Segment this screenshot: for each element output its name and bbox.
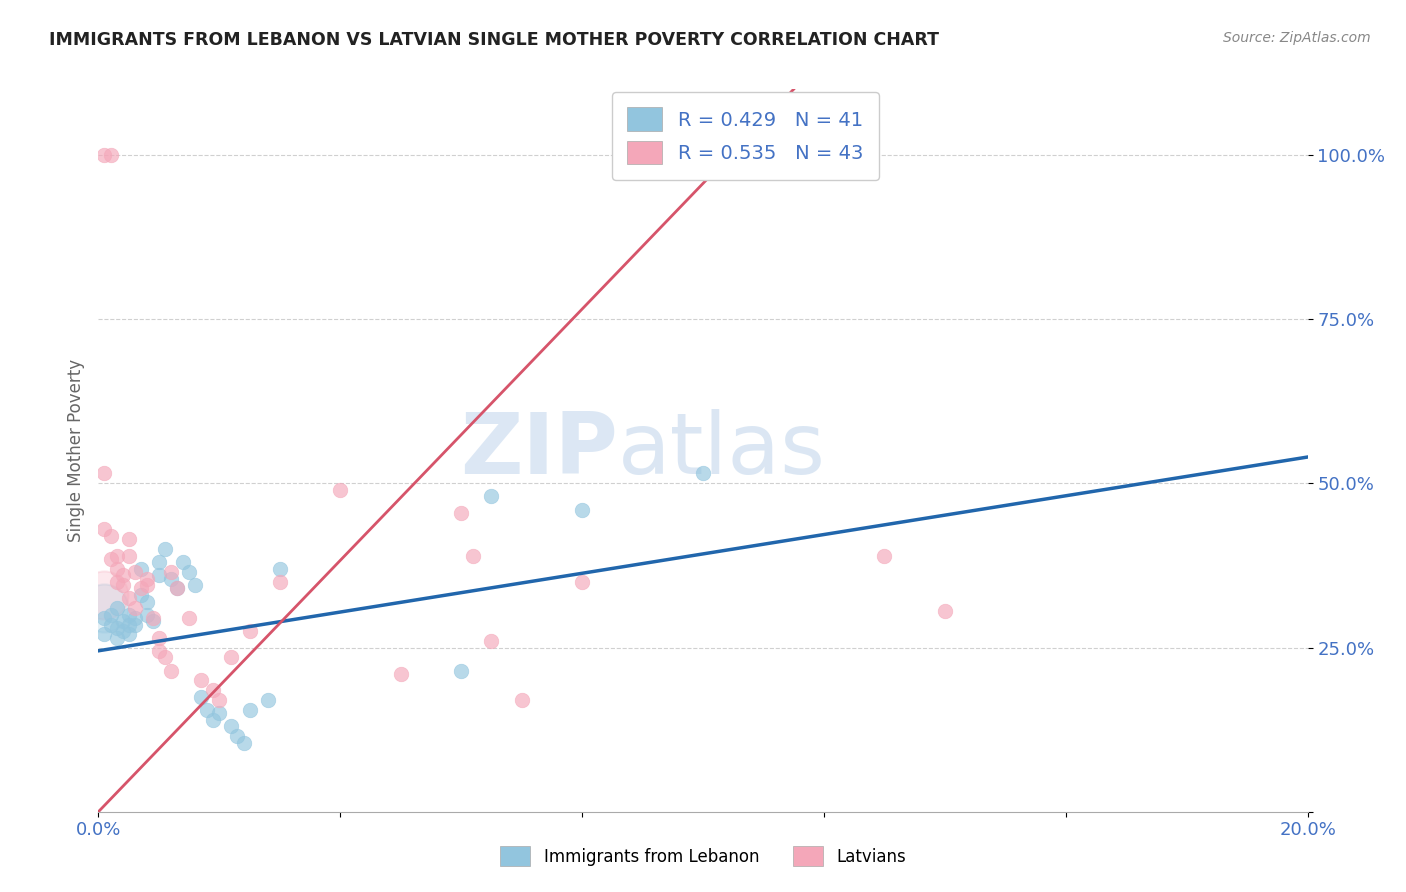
Point — [190, 690, 212, 704]
Point — [190, 673, 212, 688]
Point — [179, 565, 201, 579]
Point — [111, 614, 134, 628]
Point — [93, 611, 115, 625]
Point — [105, 549, 128, 563]
Point — [93, 627, 115, 641]
Point — [463, 549, 485, 563]
Point — [135, 594, 157, 608]
Point — [129, 582, 152, 596]
Text: atlas: atlas — [619, 409, 827, 492]
Point — [202, 713, 225, 727]
Point — [129, 562, 152, 576]
Point — [692, 467, 714, 481]
Point — [93, 467, 115, 481]
Point — [148, 555, 170, 569]
Point — [124, 565, 146, 579]
Point — [256, 693, 278, 707]
Point — [105, 601, 128, 615]
Point — [142, 611, 165, 625]
Point — [111, 568, 134, 582]
Point — [450, 506, 472, 520]
Point — [153, 541, 176, 556]
Point — [100, 551, 122, 566]
Point — [166, 582, 188, 596]
Point — [232, 736, 254, 750]
Point — [142, 614, 165, 628]
Point — [195, 703, 218, 717]
Point — [93, 522, 115, 536]
Legend: Immigrants from Lebanon, Latvians: Immigrants from Lebanon, Latvians — [492, 838, 914, 875]
Text: ZIP: ZIP — [461, 409, 619, 492]
Point — [105, 631, 128, 645]
Point — [571, 502, 593, 516]
Point — [153, 650, 176, 665]
Point — [172, 555, 194, 569]
Point — [160, 664, 183, 678]
Point — [148, 568, 170, 582]
Point — [118, 549, 141, 563]
Y-axis label: Single Mother Poverty: Single Mother Poverty — [66, 359, 84, 542]
Point — [481, 634, 503, 648]
Point — [269, 562, 291, 576]
Point — [208, 693, 231, 707]
Point — [329, 483, 352, 497]
Point — [148, 644, 170, 658]
Point — [184, 578, 207, 592]
Point — [124, 617, 146, 632]
Point — [118, 607, 141, 622]
Point — [124, 601, 146, 615]
Point — [100, 529, 122, 543]
Point — [100, 617, 122, 632]
Point — [105, 574, 128, 589]
Point — [389, 666, 412, 681]
Point — [221, 719, 243, 733]
Point — [239, 703, 262, 717]
Point — [934, 604, 956, 618]
Point — [129, 588, 152, 602]
Legend: R = 0.429   N = 41, R = 0.535   N = 43: R = 0.429 N = 41, R = 0.535 N = 43 — [612, 92, 879, 180]
Point — [269, 574, 291, 589]
Point — [221, 650, 243, 665]
Point — [93, 601, 115, 615]
Point — [166, 582, 188, 596]
Text: Source: ZipAtlas.com: Source: ZipAtlas.com — [1223, 31, 1371, 45]
Point — [571, 574, 593, 589]
Point — [111, 578, 134, 592]
Point — [226, 729, 249, 743]
Point — [118, 532, 141, 546]
Point — [481, 490, 503, 504]
Point — [450, 664, 472, 678]
Point — [135, 572, 157, 586]
Point — [160, 565, 183, 579]
Point — [160, 572, 183, 586]
Point — [93, 148, 115, 162]
Point — [179, 611, 201, 625]
Point — [118, 627, 141, 641]
Point — [148, 631, 170, 645]
Point — [873, 549, 896, 563]
Point — [100, 148, 122, 162]
Point — [202, 683, 225, 698]
Point — [118, 617, 141, 632]
Point — [118, 591, 141, 606]
Point — [105, 621, 128, 635]
Point — [135, 578, 157, 592]
Text: IMMIGRANTS FROM LEBANON VS LATVIAN SINGLE MOTHER POVERTY CORRELATION CHART: IMMIGRANTS FROM LEBANON VS LATVIAN SINGL… — [49, 31, 939, 49]
Point — [208, 706, 231, 721]
Point — [510, 693, 533, 707]
Point — [692, 148, 714, 162]
Point — [93, 588, 115, 602]
Point — [239, 624, 262, 639]
Point — [105, 562, 128, 576]
Point — [124, 611, 146, 625]
Point — [111, 624, 134, 639]
Point — [135, 607, 157, 622]
Point — [100, 607, 122, 622]
